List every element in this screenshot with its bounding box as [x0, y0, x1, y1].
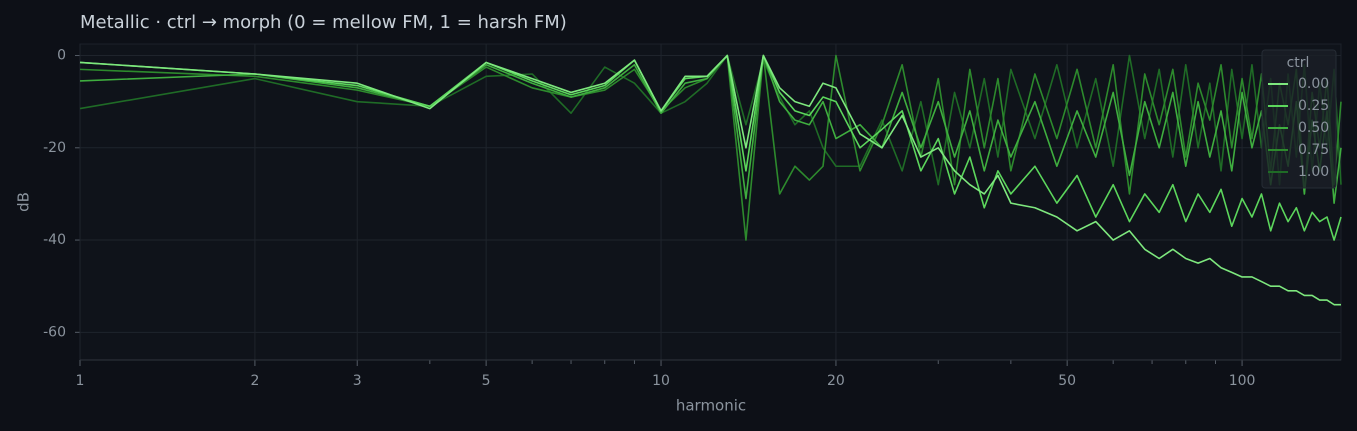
legend-label: 1.00 [1298, 164, 1329, 180]
series-line [79, 54, 1341, 306]
y-tick-label: 0 [57, 48, 66, 64]
y-tick-label: -40 [43, 232, 66, 248]
x-axis-label: harmonic [676, 397, 746, 415]
legend-label: 0.25 [1298, 98, 1329, 114]
legend-label: 0.50 [1298, 120, 1329, 136]
legend-title: ctrl [1287, 55, 1310, 71]
x-tick-label: 1 [76, 373, 85, 389]
x-tick-label: 2 [250, 373, 259, 389]
y-tick-label: -60 [43, 324, 66, 340]
chart-title: Metallic · ctrl → morph (0 = mellow FM, … [80, 12, 567, 33]
x-tick-label: 20 [827, 373, 845, 389]
x-tick-label: 50 [1058, 373, 1076, 389]
x-tick-label: 10 [652, 373, 670, 389]
legend-label: 0.00 [1298, 76, 1329, 92]
x-tick-label: 3 [353, 373, 362, 389]
y-tick-label: -20 [43, 140, 66, 156]
y-axis-label: dB [15, 192, 33, 212]
x-tick-label: 100 [1229, 373, 1256, 389]
legend-label: 0.75 [1298, 142, 1329, 158]
plot-area [79, 43, 1342, 361]
x-tick-label: 5 [482, 373, 491, 389]
